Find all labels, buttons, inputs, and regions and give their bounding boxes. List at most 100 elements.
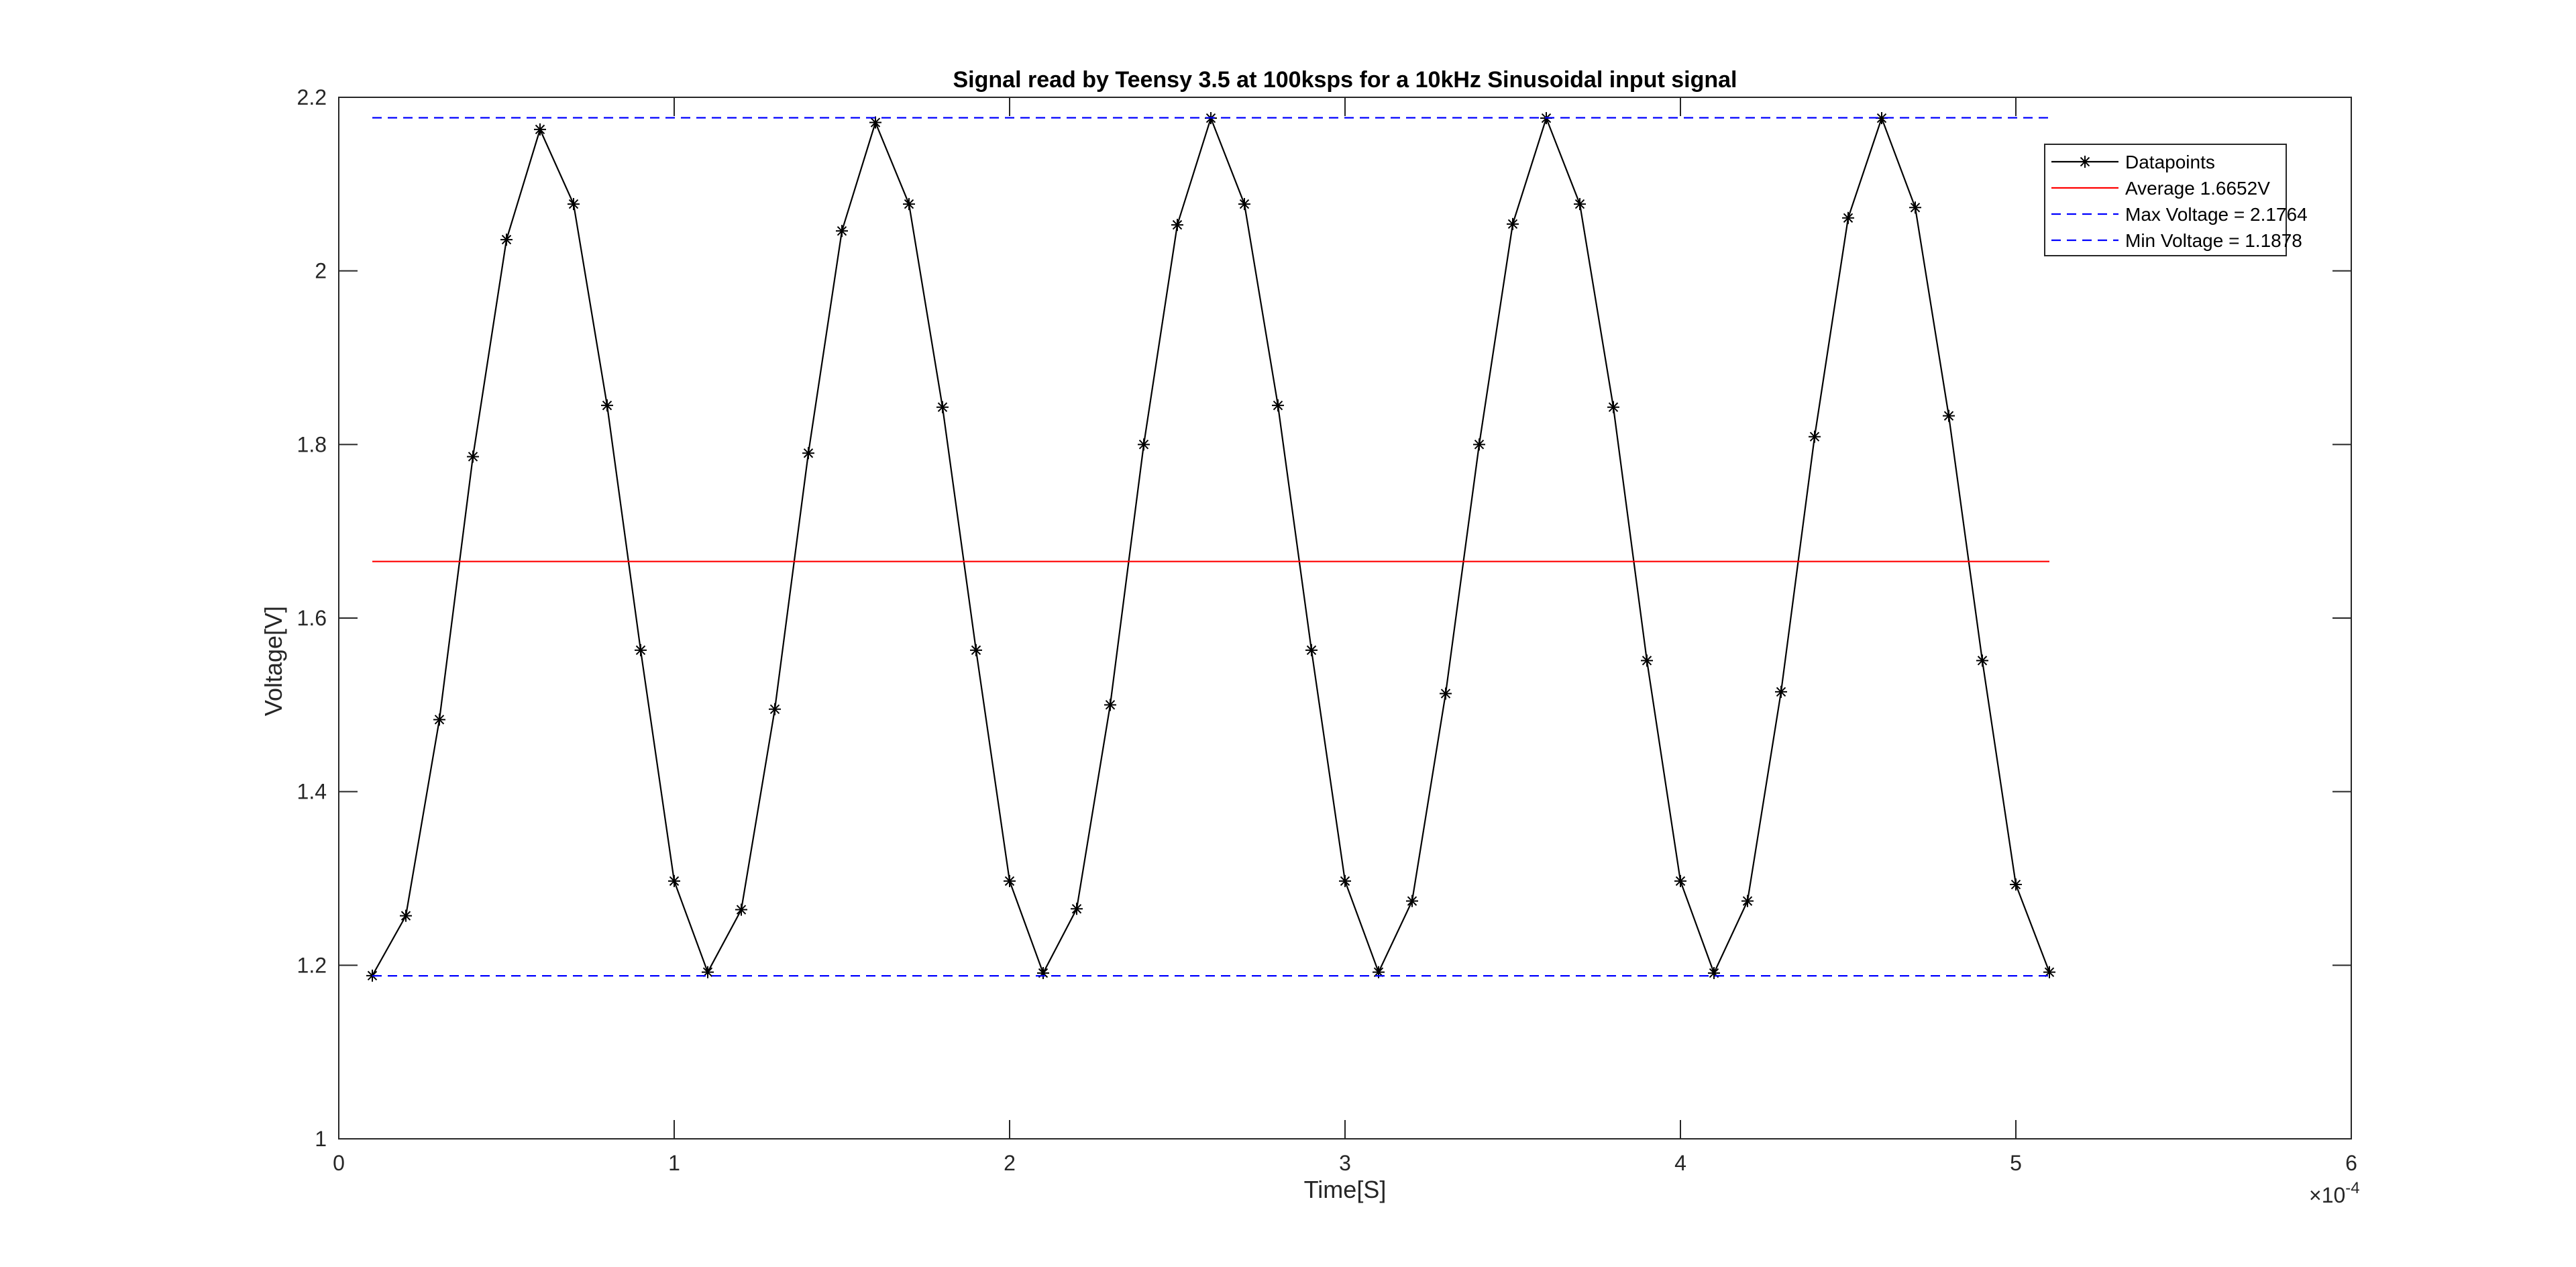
data-point: [1171, 219, 1183, 232]
legend: Datapoints Average 1.6652V Max Voltage = 2…: [2044, 144, 2308, 256]
data-point: [1943, 409, 1955, 422]
data-point-stroke: [1440, 689, 1451, 699]
data-point-stroke: [535, 124, 545, 135]
data-point: [2010, 878, 2022, 891]
data-point: [802, 447, 814, 460]
y-axis-title: Voltage[V]: [260, 606, 287, 716]
data-point-stroke: [769, 704, 780, 714]
data-point: [1708, 966, 1720, 979]
x-axis-exponent-base: ×10: [2309, 1183, 2345, 1207]
x-tick-label: 2: [1004, 1151, 1016, 1175]
data-point: [1842, 211, 1854, 224]
data-point: [836, 225, 848, 238]
data-point: [534, 123, 546, 136]
data-point: [1272, 399, 1284, 412]
data-point: [635, 644, 647, 656]
data-point: [1004, 874, 1016, 887]
data-point: [433, 713, 445, 726]
data-point-stroke: [1273, 400, 1283, 411]
data-point-stroke: [803, 448, 814, 458]
data-point-stroke: [1943, 411, 1954, 421]
data-point-stroke: [1071, 904, 1082, 914]
data-point: [970, 644, 982, 656]
data-point-stroke: [904, 199, 914, 209]
data-point-stroke: [1340, 876, 1350, 886]
x-tick-label: 5: [2010, 1151, 2022, 1175]
data-point-stroke: [1608, 402, 1619, 412]
data-point: [1507, 217, 1519, 230]
data-point-stroke: [1574, 199, 1585, 209]
data-point: [400, 909, 412, 922]
data-point-stroke: [1306, 645, 1317, 656]
data-point-stroke: [1876, 113, 1887, 123]
y-tick-label: 1.8: [297, 432, 327, 456]
series-layer: [366, 112, 2055, 982]
data-point: [1138, 438, 1150, 451]
data-point-stroke: [1105, 700, 1116, 710]
data-point: [735, 903, 747, 916]
data-point: [769, 703, 781, 715]
data-point: [1809, 430, 1821, 443]
data-point-stroke: [1709, 968, 1719, 978]
data-point-stroke: [635, 645, 646, 656]
data-point: [1741, 895, 1754, 907]
data-point-stroke: [1675, 876, 1686, 886]
data-point-stroke: [501, 234, 512, 245]
data-point-stroke: [2010, 879, 2021, 890]
data-point: [1607, 401, 1619, 413]
data-point-stroke: [1407, 896, 1417, 906]
legend-label-0: Datapoints: [2125, 152, 2215, 172]
data-point-stroke: [468, 452, 478, 462]
y-tick-label: 1.4: [297, 780, 327, 804]
legend-box: [2044, 144, 2287, 256]
data-point-stroke: [1776, 687, 1786, 697]
data-point-stroke: [870, 117, 881, 128]
data-point: [1071, 903, 1083, 915]
data-point-stroke: [1239, 199, 1250, 209]
y-tick-label: 1: [315, 1127, 327, 1151]
x-axis-exponent: ×10-4: [2309, 1179, 2360, 1207]
data-point: [1440, 687, 1452, 700]
legend-marker-stroke: [2080, 156, 2090, 167]
data-point-stroke: [1642, 656, 1652, 666]
data-point: [568, 198, 580, 211]
legend-label-2: Max Voltage = 2.1764: [2125, 204, 2308, 225]
data-point-stroke: [1172, 219, 1183, 230]
data-point: [1473, 438, 1485, 451]
data-point-stroke: [736, 905, 747, 915]
x-tick-label: 1: [668, 1151, 680, 1175]
data-point: [1775, 685, 1787, 698]
x-axis-exponent-power: -4: [2345, 1179, 2359, 1197]
y-tick-label: 2.2: [297, 85, 327, 109]
data-point-stroke: [1004, 876, 1015, 886]
data-point-stroke: [1977, 656, 1988, 666]
data-point-stroke: [937, 402, 948, 412]
data-point: [1238, 198, 1250, 211]
data-point: [1574, 198, 1586, 211]
y-tick-label: 2: [315, 259, 327, 283]
data-point-stroke: [602, 400, 612, 411]
data-point: [1909, 201, 1921, 214]
data-point: [500, 234, 513, 246]
data-point-stroke: [568, 199, 579, 209]
plot-area: [339, 97, 2351, 1139]
data-point: [1406, 895, 1418, 907]
axes-layer: 0 1 2 3 4 5 611.21.41.61.822.2: [297, 85, 2357, 1175]
legend-marker: [2079, 156, 2091, 168]
data-point: [467, 450, 479, 463]
data-point-stroke: [1138, 440, 1149, 450]
data-point: [1339, 874, 1351, 887]
data-point: [668, 874, 680, 887]
x-tick-label: 0: [333, 1151, 345, 1175]
y-tick-label: 1.2: [297, 953, 327, 977]
x-tick-label: 3: [1339, 1151, 1351, 1175]
data-point-stroke: [434, 715, 445, 725]
chart-title: Signal read by Teensy 3.5 at 100ksps for…: [953, 67, 1737, 93]
data-point-stroke: [1910, 203, 1921, 213]
data-point: [702, 966, 714, 978]
y-tick-label: 1.6: [297, 606, 327, 630]
data-point-stroke: [400, 911, 411, 921]
x-tick-label: 6: [2345, 1151, 2357, 1175]
legend-label-3: Min Voltage = 1.1878: [2125, 230, 2302, 251]
